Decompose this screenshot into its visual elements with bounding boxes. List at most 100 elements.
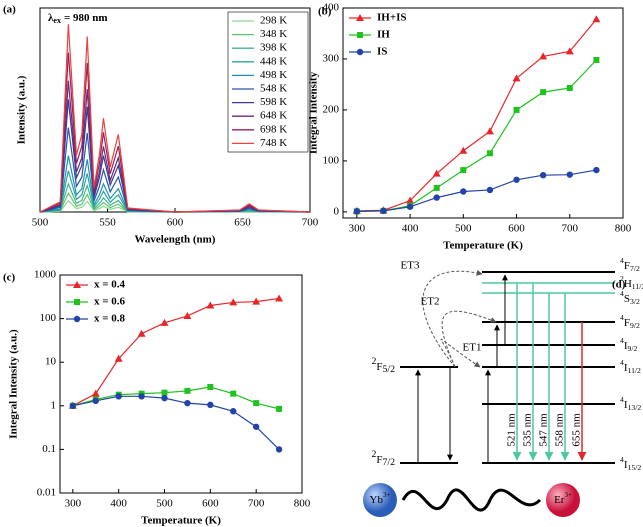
marker: [161, 389, 168, 396]
marker: [275, 446, 283, 453]
y-axis-title: Integral Intensity (a.u.): [8, 329, 20, 439]
marker: [160, 318, 169, 326]
legend-label: x = 0.4: [94, 279, 126, 291]
marker: [69, 402, 77, 409]
label-sup: 3+: [383, 491, 391, 499]
label-term: I: [624, 399, 628, 411]
label-sup: 4: [620, 395, 624, 404]
legend-label: 348 K: [260, 28, 287, 40]
marker: [513, 176, 520, 183]
label-term: F: [624, 317, 630, 329]
marker: [433, 184, 440, 191]
legend-label: 398 K: [260, 42, 287, 54]
label-sub: 3/2: [630, 297, 640, 306]
x-tick-label: 400: [110, 498, 127, 510]
x-axis-title: Temperature (K): [443, 240, 523, 252]
annotation: λex = 980 nm: [48, 12, 108, 25]
legend-marker: [356, 14, 364, 21]
energy-transfer: [441, 310, 497, 368]
label-term: Yb: [370, 494, 384, 506]
label-sub: 9/2: [630, 321, 640, 330]
y-tick-label: 0.1: [42, 443, 56, 455]
plot-frame: [342, 7, 624, 219]
marker: [252, 423, 260, 430]
marker: [91, 389, 100, 397]
series-line: [72, 395, 280, 450]
series-line: [356, 18, 597, 212]
level-label: 4I11/2: [620, 358, 641, 375]
label-sup: 4: [620, 313, 624, 322]
marker: [539, 171, 547, 179]
emission-label: 535 nm: [522, 413, 534, 447]
x-tick-label: 600: [167, 217, 184, 229]
label-term: H: [624, 278, 632, 290]
annotation-symbol: λ: [48, 12, 54, 24]
marker: [92, 397, 99, 405]
x-tick-label: 400: [402, 223, 419, 235]
x-tick-label: 700: [302, 217, 319, 229]
er-ion: [546, 483, 580, 517]
label-term: F: [376, 361, 382, 373]
label-sup: 4: [620, 336, 624, 345]
marker: [184, 399, 191, 407]
legend-marker: [73, 281, 81, 288]
label-term: S: [624, 293, 630, 305]
transfer-label: ET2: [421, 296, 440, 308]
marker: [161, 394, 168, 402]
legend-label: IH: [377, 29, 390, 41]
marker: [230, 390, 237, 397]
energy-transfer: [422, 269, 483, 368]
level-label: 4F7/2: [620, 256, 640, 273]
series-line: [39, 170, 311, 213]
emission-label: 558 nm: [554, 413, 566, 447]
legend-box: [227, 11, 309, 153]
marker: [230, 408, 237, 415]
y-tick-label: 1000: [34, 269, 57, 281]
marker: [253, 400, 260, 407]
marker: [380, 207, 387, 215]
legend-label: 298 K: [260, 15, 287, 27]
marker: [184, 387, 191, 394]
marker: [486, 186, 494, 194]
series-line: [39, 24, 311, 213]
marker: [406, 196, 415, 204]
label-term: F: [624, 260, 630, 272]
marker: [460, 188, 467, 195]
marker: [276, 405, 283, 412]
marker: [353, 208, 361, 215]
label-sub: 7/2: [382, 457, 395, 468]
marker: [207, 401, 214, 409]
emission-label: 547 nm: [538, 413, 550, 447]
marker: [275, 294, 284, 302]
x-tick-label: 300: [349, 223, 366, 235]
transfer-label: ET1: [463, 342, 482, 354]
label-sub: 13/2: [628, 403, 642, 412]
x-tick-label: 700: [562, 223, 579, 235]
marker: [539, 52, 548, 60]
y-tick-label: 0: [334, 205, 340, 217]
label-sub: 9/2: [628, 344, 638, 353]
marker: [432, 169, 441, 177]
transfer-label: ET3: [401, 260, 420, 272]
emission-label: 521 nm: [506, 413, 518, 447]
label-sup: 3+: [564, 491, 572, 499]
level-label: 4F9/2: [620, 313, 640, 330]
level-label: Er3+: [554, 491, 572, 506]
y-tick-label: 300: [323, 53, 340, 65]
legend-label: 748 K: [260, 137, 287, 149]
legend-label: 448 K: [260, 55, 287, 67]
legend-marker: [357, 32, 363, 38]
y-tick-label: 10: [45, 356, 57, 368]
annotation-text: = 980 nm: [64, 12, 108, 24]
label-sub: 15/2: [628, 463, 642, 472]
label-sup: 4: [620, 256, 624, 265]
y-tick-label: 1: [51, 399, 57, 411]
yb-ion: [363, 483, 397, 517]
level-label: 4I13/2: [620, 395, 641, 412]
label-sub: 7/2: [630, 264, 640, 273]
label-term: I: [624, 459, 628, 471]
marker: [229, 298, 238, 306]
marker: [115, 393, 122, 400]
marker: [566, 85, 573, 92]
emission-label: 655 nm: [571, 413, 583, 447]
